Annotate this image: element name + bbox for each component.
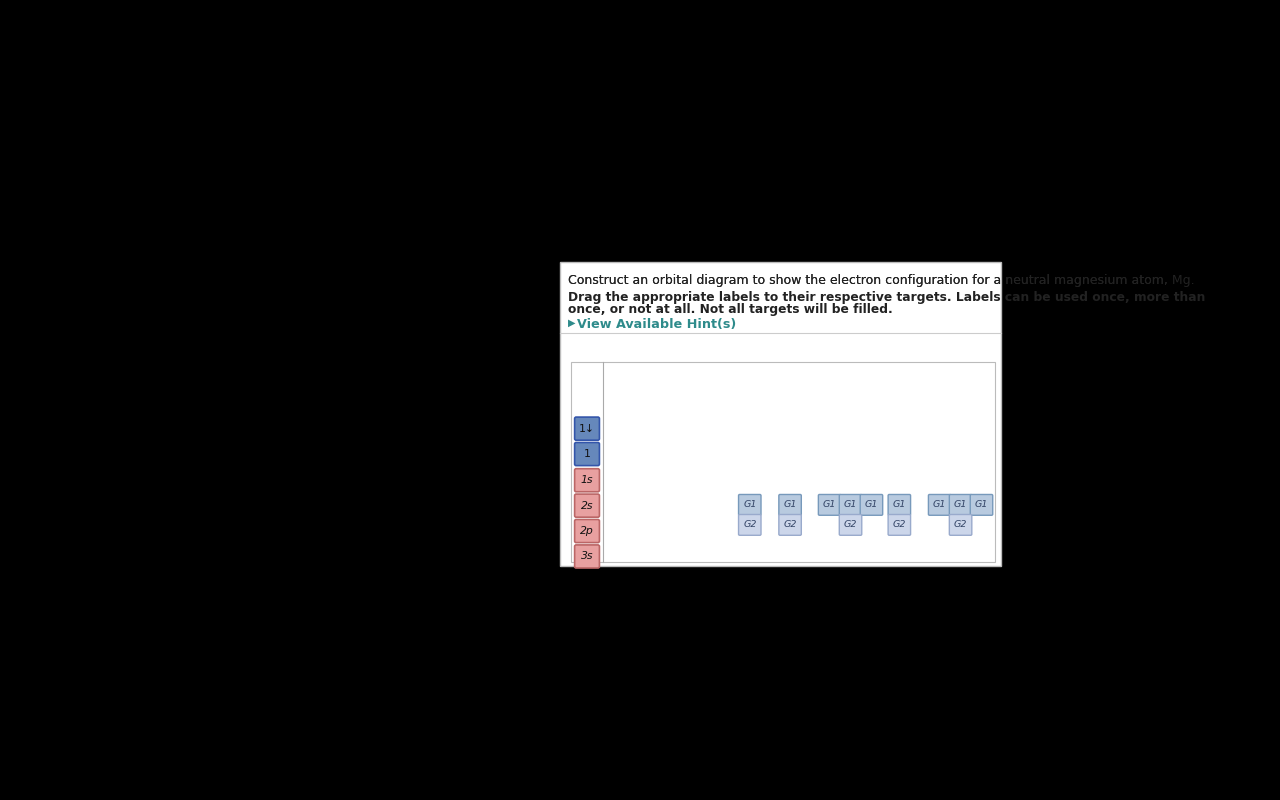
Text: G2: G2 — [744, 520, 756, 530]
Text: 3s: 3s — [581, 551, 593, 562]
Text: View Available Hint(s): View Available Hint(s) — [577, 318, 736, 330]
FancyBboxPatch shape — [888, 514, 910, 535]
FancyBboxPatch shape — [950, 514, 972, 535]
Text: Drag the appropriate labels to their respective targets. Labels can be used once: Drag the appropriate labels to their res… — [567, 291, 1204, 304]
Text: G1: G1 — [954, 500, 968, 510]
FancyBboxPatch shape — [739, 494, 762, 515]
Text: 1↓: 1↓ — [579, 424, 595, 434]
FancyBboxPatch shape — [928, 494, 951, 515]
Text: 2s: 2s — [581, 501, 593, 510]
FancyBboxPatch shape — [575, 469, 599, 492]
Text: ▶: ▶ — [567, 318, 575, 328]
Text: G1: G1 — [744, 500, 756, 510]
FancyBboxPatch shape — [571, 362, 996, 562]
FancyBboxPatch shape — [575, 442, 599, 466]
Text: G2: G2 — [892, 520, 906, 530]
FancyBboxPatch shape — [818, 494, 841, 515]
Text: G2: G2 — [844, 520, 858, 530]
FancyBboxPatch shape — [888, 494, 910, 515]
FancyBboxPatch shape — [559, 262, 1001, 566]
Text: 1: 1 — [584, 449, 590, 459]
Text: G1: G1 — [975, 500, 988, 510]
Text: G1: G1 — [783, 500, 796, 510]
Text: 1s: 1s — [581, 475, 593, 486]
Text: G2: G2 — [954, 520, 968, 530]
Text: Construct an orbital diagram to show the electron configuration for a neutral ma: Construct an orbital diagram to show the… — [567, 274, 1194, 287]
FancyBboxPatch shape — [950, 494, 972, 515]
Text: G1: G1 — [892, 500, 906, 510]
FancyBboxPatch shape — [778, 494, 801, 515]
FancyBboxPatch shape — [575, 519, 599, 542]
FancyBboxPatch shape — [575, 545, 599, 568]
Text: 2p: 2p — [580, 526, 594, 536]
FancyBboxPatch shape — [739, 514, 762, 535]
FancyBboxPatch shape — [970, 494, 993, 515]
Text: G1: G1 — [844, 500, 858, 510]
Text: G1: G1 — [933, 500, 946, 510]
FancyBboxPatch shape — [575, 494, 599, 517]
Text: G1: G1 — [865, 500, 878, 510]
FancyBboxPatch shape — [575, 417, 599, 440]
FancyBboxPatch shape — [778, 514, 801, 535]
Text: once, or not at all. Not all targets will be filled.: once, or not at all. Not all targets wil… — [567, 303, 892, 316]
FancyBboxPatch shape — [860, 494, 883, 515]
Text: G1: G1 — [823, 500, 836, 510]
Text: G2: G2 — [783, 520, 796, 530]
FancyBboxPatch shape — [840, 494, 861, 515]
FancyBboxPatch shape — [840, 514, 861, 535]
Text: Construct an orbital diagram to show the electron configuration for a neutral ma: Construct an orbital diagram to show the… — [567, 274, 1171, 287]
